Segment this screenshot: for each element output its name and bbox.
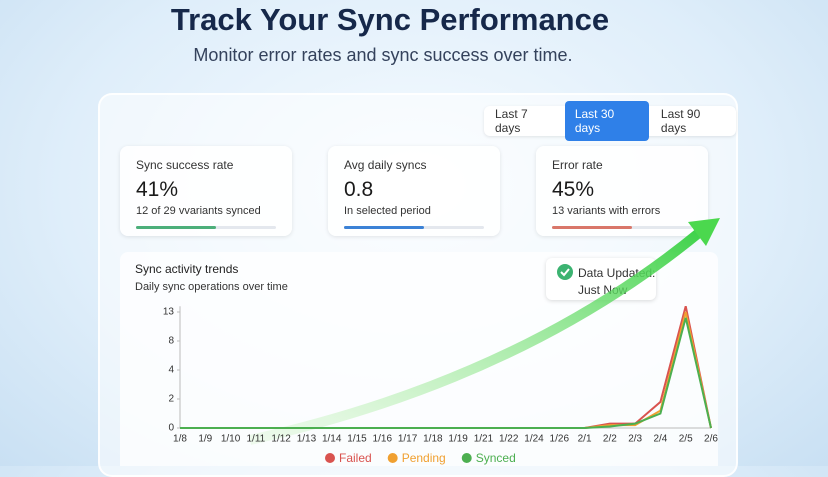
stat-bar xyxy=(552,226,632,229)
x-tick-label: 1/12 xyxy=(271,434,291,445)
x-tick-label: 1/14 xyxy=(322,434,342,445)
stat-note: 12 of 29 vvariants synced xyxy=(136,205,261,217)
check-icon xyxy=(557,264,573,280)
x-tick-label: 2/1 xyxy=(578,434,592,445)
chart-subtitle: Daily sync operations over time xyxy=(135,281,288,293)
stat-label: Error rate xyxy=(552,158,603,172)
x-tick-label: 1/16 xyxy=(373,434,393,445)
legend-swatch xyxy=(387,453,398,463)
series-line xyxy=(180,311,712,429)
legend-label: Failed xyxy=(339,451,372,465)
legend-swatch xyxy=(461,453,472,463)
x-tick-label: 1/26 xyxy=(550,434,570,445)
stat-label: Sync success rate xyxy=(136,158,234,172)
page-subtitle: Monitor error rates and sync success ove… xyxy=(193,45,573,65)
y-tick-label: 0 xyxy=(168,423,174,434)
stat-bar-track xyxy=(344,226,484,229)
x-tick-label: 1/10 xyxy=(221,434,241,445)
series-line xyxy=(180,317,712,429)
chart: Sync activity trends Daily sync operatio… xyxy=(135,218,720,465)
page-title: Track Your Sync Performance xyxy=(170,2,610,37)
chart-title: Sync activity trends xyxy=(135,262,238,276)
x-tick-label: 2/5 xyxy=(679,434,693,445)
stat-bar xyxy=(344,226,424,229)
stat-card: Error rate 45% 13 variants with errors xyxy=(536,146,708,236)
x-tick-label: 1/21 xyxy=(474,434,494,445)
x-tick-label: 2/3 xyxy=(628,434,642,445)
range-tab[interactable]: Last 90 days xyxy=(660,107,701,135)
series-line xyxy=(180,305,712,429)
x-tick-label: 2/2 xyxy=(603,434,617,445)
x-tick-label: 1/9 xyxy=(198,434,212,445)
trend-arrow xyxy=(248,228,704,445)
stat-bar-track xyxy=(136,226,276,229)
y-tick-label: 2 xyxy=(168,394,174,405)
x-tick-label: 1/24 xyxy=(524,434,544,445)
stat-note: 13 variants with errors xyxy=(552,205,661,217)
legend-swatch xyxy=(325,453,335,463)
stat-value: 0.8 xyxy=(344,178,374,201)
x-tick-label: 1/13 xyxy=(297,434,317,445)
stat-label: Avg daily syncs xyxy=(344,158,427,172)
legend-label: Synced xyxy=(476,451,516,465)
stat-card: Sync success rate 41% 12 of 29 vvariants s… xyxy=(120,146,292,236)
x-tick-label: 1/19 xyxy=(448,434,468,445)
stat-value: 45% xyxy=(552,178,595,201)
stat-card: Avg daily syncs 0.8 In selected period xyxy=(328,146,500,236)
y-tick-label: 8 xyxy=(168,336,174,347)
range-tabs: Last 7 days Last 30 days Last 90 days xyxy=(484,101,736,141)
x-tick-label: 1/22 xyxy=(499,434,519,445)
stat-value: 41% xyxy=(136,178,179,201)
trend-arrowhead xyxy=(688,218,720,246)
x-tick-label: 1/18 xyxy=(423,434,443,445)
x-tick-label: 1/11 xyxy=(246,434,265,445)
x-tick-label: 2/6 xyxy=(704,434,718,445)
range-tab[interactable]: Last 7 days xyxy=(495,107,528,135)
stat-note: In selected period xyxy=(344,205,431,217)
legend-label: Pending xyxy=(402,451,446,465)
y-tick-label: 13 xyxy=(163,307,175,318)
x-tick-label: 1/17 xyxy=(398,434,418,445)
y-tick-label: 4 xyxy=(168,365,174,376)
range-tab[interactable]: Last 30 days xyxy=(564,101,649,141)
x-tick-label: 1/15 xyxy=(347,434,367,445)
x-tick-label: 2/4 xyxy=(653,434,667,445)
stat-bar xyxy=(136,226,216,229)
x-tick-label: 1/8 xyxy=(173,434,187,445)
stat-bar-track xyxy=(552,226,692,229)
